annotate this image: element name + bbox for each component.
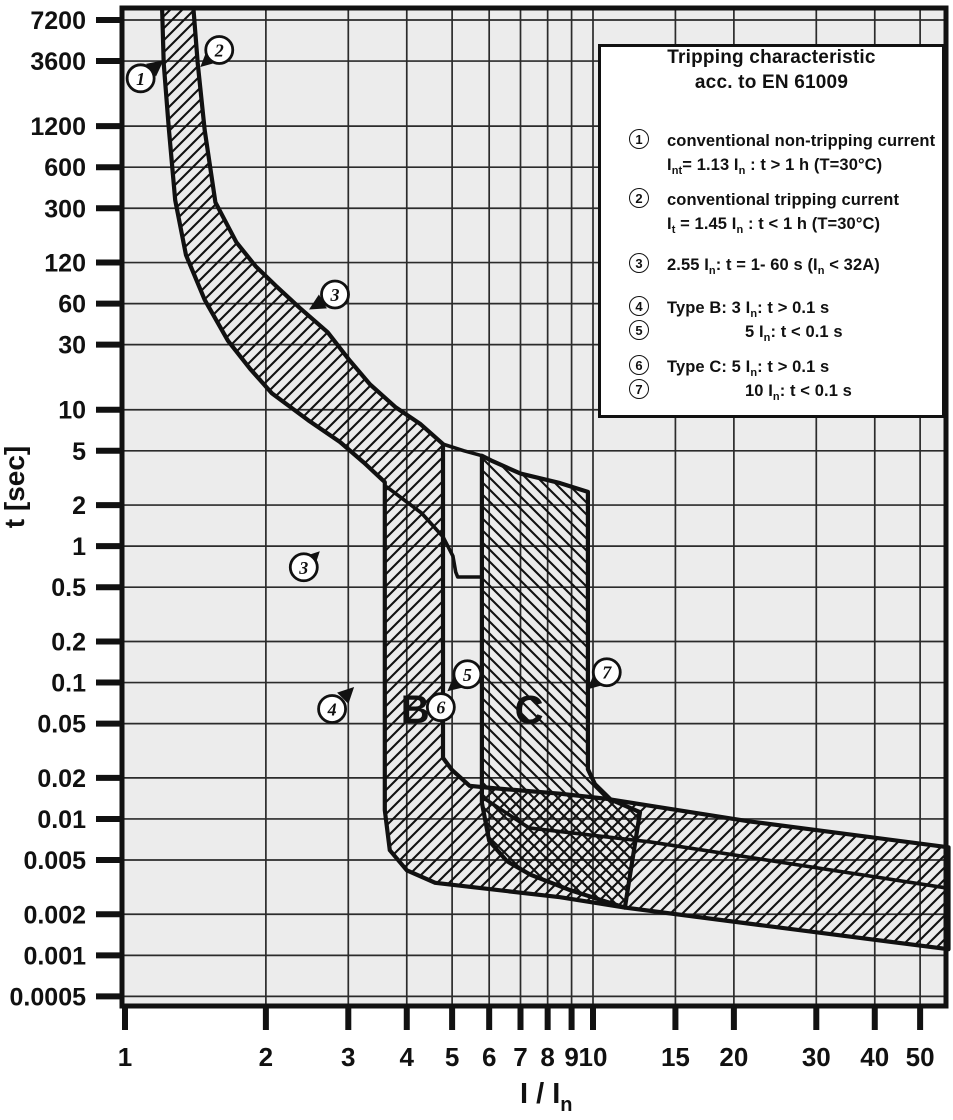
- marker-number: 3: [329, 285, 339, 305]
- y-tick-label-0.02: 0.02: [37, 765, 86, 793]
- legend-item-text: Type C: 5 In: t > 0.1 s: [667, 358, 830, 379]
- legend-item-text: 2.55 In: t = 1- 60 s (In < 32A): [667, 256, 880, 277]
- curve-marker-3: 3: [309, 279, 350, 310]
- y-tick-label-0.002: 0.002: [23, 901, 86, 929]
- y-axis-title: t [sec]: [0, 446, 30, 528]
- marker-circle: [425, 692, 456, 723]
- x-tick-label-10: 10: [579, 1042, 608, 1072]
- x-tick-label-30: 30: [802, 1042, 831, 1072]
- marker-number: 1: [136, 69, 145, 89]
- legend-title-line2: acc. to EN 61009: [694, 72, 849, 93]
- marker-circle: [317, 694, 347, 724]
- y-tick-label-600: 600: [44, 154, 86, 182]
- y-tick-label-5: 5: [72, 438, 86, 466]
- marker-circle: [320, 279, 350, 310]
- curve-marker-2: 2: [200, 35, 235, 67]
- band-type-C-band: [479, 453, 643, 910]
- x-axis-title: I / In: [520, 1078, 573, 1116]
- marker-circle: [125, 63, 156, 94]
- legend-item-number-3: 3: [629, 253, 649, 273]
- x-tick-label-15: 15: [661, 1042, 690, 1072]
- y-tick-label-0.05: 0.05: [37, 711, 86, 739]
- marker-circle: [591, 657, 622, 688]
- legend-item-text: 5 In: t < 0.1 s: [745, 323, 843, 344]
- x-tick-label-9: 9: [564, 1042, 578, 1072]
- legend-item-number-5: 5: [629, 320, 649, 340]
- y-tick-label-0.001: 0.001: [23, 942, 86, 970]
- legend-item-text: conventional non-tripping current Int= 1.…: [667, 132, 936, 177]
- y-tick-label-0.1: 0.1: [51, 670, 86, 698]
- y-tick-label-7200: 7200: [30, 7, 86, 35]
- y-tick-label-2: 2: [72, 492, 86, 520]
- legend-item-text: conventional tripping current It = 1.45 I…: [667, 191, 900, 236]
- marker-circle: [452, 659, 483, 690]
- x-tick-label-40: 40: [860, 1042, 889, 1072]
- marker-arrow-icon: [146, 60, 164, 77]
- x-tick-label-20: 20: [719, 1042, 748, 1072]
- marker-arrow-icon: [309, 294, 327, 310]
- legend-item-number-1: 1: [629, 129, 649, 149]
- curve-marker-5: 5: [447, 659, 483, 692]
- y-tick-label-300: 300: [44, 195, 86, 223]
- marker-circle: [204, 35, 235, 65]
- x-tick-label-7: 7: [513, 1042, 527, 1072]
- marker-number: 4: [327, 699, 337, 719]
- region-label-B: B: [401, 688, 430, 732]
- x-tick-label-2: 2: [259, 1042, 273, 1072]
- y-tick-label-1200: 1200: [30, 113, 86, 141]
- curve-tripping-upper-boundary-extension: [441, 442, 484, 458]
- y-tick-label-10: 10: [58, 397, 86, 425]
- y-tick-label-0.2: 0.2: [51, 628, 86, 656]
- legend-title-line1: Tripping characteristic: [667, 47, 876, 68]
- legend-item-number-4: 4: [629, 296, 649, 316]
- curve-marker-4: 4: [317, 687, 355, 724]
- y-tick-label-60: 60: [58, 291, 86, 319]
- marker-arrow-icon: [337, 687, 355, 704]
- x-tick-label-4: 4: [400, 1042, 415, 1072]
- band-thermal-and-type-B-band: [160, 6, 951, 952]
- legend-item-text: Type B: 3 In: t > 0.1 s: [667, 299, 830, 320]
- y-tick-label-0.005: 0.005: [23, 847, 86, 875]
- x-tick-label-3: 3: [341, 1042, 355, 1072]
- marker-number: 2: [214, 40, 224, 60]
- legend-item-number-7: 7: [629, 379, 649, 399]
- marker-number: 7: [602, 663, 612, 683]
- curve-marker-6: 6: [425, 692, 456, 723]
- x-tick-label-5: 5: [445, 1042, 459, 1072]
- curve-overlap-tail-boundary: [480, 795, 951, 891]
- legend-item-number-2: 2: [629, 188, 649, 208]
- legend-item-number-6: 6: [629, 355, 649, 375]
- x-tick-label-1: 1: [118, 1042, 132, 1072]
- y-tick-label-1: 1: [72, 533, 86, 561]
- legend-box: Tripping characteristic acc. to EN 61009…: [598, 44, 945, 418]
- curve-marker-3: 3: [288, 551, 320, 583]
- x-tick-label-50: 50: [906, 1042, 935, 1072]
- plot-border: [119, 5, 949, 1009]
- y-tick-label-0.0005: 0.0005: [10, 983, 87, 1011]
- y-tick-label-120: 120: [44, 250, 86, 278]
- x-tick-label-8: 8: [540, 1042, 554, 1072]
- y-tick-label-0.5: 0.5: [51, 574, 86, 602]
- marker-number: 3: [298, 558, 308, 578]
- x-tick-label-6: 6: [482, 1042, 496, 1072]
- curve-thermal-lower-boundary: [385, 485, 484, 579]
- y-tick-label-30: 30: [58, 332, 86, 360]
- curve-marker-7: 7: [587, 657, 622, 690]
- curve-marker-1: 1: [125, 60, 164, 94]
- legend-item-text: 10 In: t < 0.1 s: [745, 382, 852, 403]
- marker-number: 6: [436, 698, 445, 718]
- marker-circle: [288, 552, 319, 583]
- y-tick-label-3600: 3600: [30, 48, 86, 76]
- y-tick-label-0.01: 0.01: [37, 806, 86, 834]
- marker-number: 5: [463, 665, 472, 685]
- region-label-C: C: [515, 688, 544, 732]
